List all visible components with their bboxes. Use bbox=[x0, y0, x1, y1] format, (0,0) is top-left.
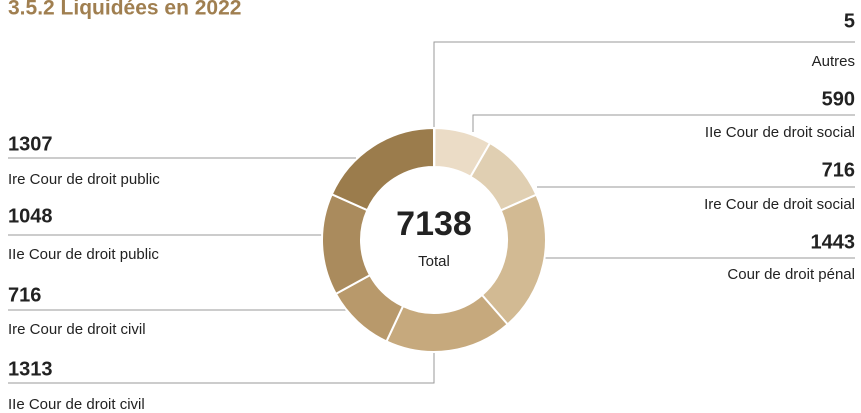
value-label: 590 bbox=[822, 88, 855, 110]
value-label: 1307 bbox=[8, 133, 53, 155]
leader-line bbox=[433, 41, 855, 128]
category-label: Ire Cour de droit civil bbox=[8, 321, 146, 338]
chart-title: 3.5.2 Liquidées en 2022 bbox=[8, 0, 241, 20]
category-label: Ire Cour de droit public bbox=[8, 171, 160, 188]
value-label: 5 bbox=[844, 10, 855, 32]
value-label: 716 bbox=[8, 284, 41, 306]
category-label: IIe Cour de droit civil bbox=[8, 396, 145, 413]
donut-segment bbox=[330, 126, 435, 212]
value-label: 1313 bbox=[8, 358, 53, 380]
category-label: IIe Cour de droit social bbox=[705, 124, 855, 141]
value-label: 716 bbox=[822, 159, 855, 181]
leader-line bbox=[472, 114, 855, 132]
donut-segment bbox=[385, 293, 510, 353]
value-label: 1443 bbox=[811, 231, 856, 253]
leader-line bbox=[8, 352, 435, 384]
category-label: Ire Cour de droit social bbox=[704, 196, 855, 213]
category-label: Cour de droit pénal bbox=[727, 266, 855, 283]
total-value: 7138 bbox=[396, 205, 472, 243]
total-label: Total bbox=[418, 253, 450, 270]
value-label: 1048 bbox=[8, 205, 53, 227]
category-label: Autres bbox=[812, 53, 855, 70]
category-label: IIe Cour de droit public bbox=[8, 246, 159, 263]
